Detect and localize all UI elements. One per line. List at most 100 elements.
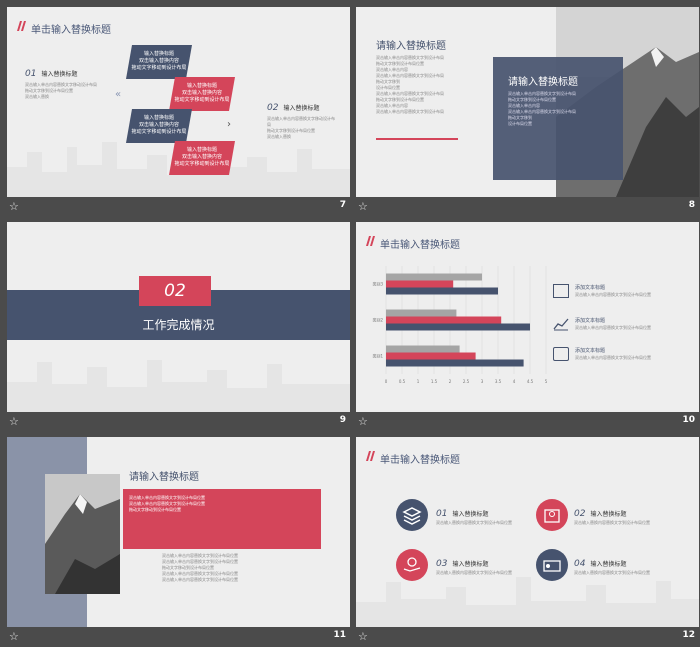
box-text: 双击输入单击内容替换文字到设计布局 拖动文字移到设计布局位置 双击输入单击内容 双击输… bbox=[508, 91, 576, 126]
slide-10[interactable]: 单击输入替换标题 0 0.5 1 1.5 2 2.5 3 3.5 4 4.5 5 类别1 类别2 类别3 … bbox=[356, 222, 699, 432]
slide-8[interactable]: 请输入替换标题 双击输入单击内容替换文字到设计布局 拖动文字移到设计布局位置 双击输… bbox=[356, 7, 699, 217]
body-text: 双击输入单击内容替换文字到设计布局位置 双击输入单击内容替换文字到设计布局位置 拖动… bbox=[162, 553, 238, 582]
slide-number: 12 bbox=[682, 630, 695, 640]
chevron-right-icon: › bbox=[227, 119, 231, 130]
slide-number: 10 bbox=[682, 415, 695, 425]
slide-12[interactable]: 单击输入替换标题 01 输入替换标题 双击输入替换内容替换文字到设计布局位置 0… bbox=[356, 437, 699, 647]
item-text: 双击输入单击内容替换文字移动设计布局 拖动文字移到设计布局位置 双击输入替换 bbox=[25, 82, 97, 99]
item-number: 02 bbox=[267, 103, 279, 113]
bar bbox=[386, 316, 502, 324]
slide-number: 7 bbox=[339, 200, 346, 210]
item-title: 输入替换标题 bbox=[452, 511, 489, 518]
item-title: 输入替换标题 bbox=[283, 105, 320, 112]
item-text: 双击输入单击内容替换文字移动设计布局 拖动文字移到设计布局位置 双击输入替换 bbox=[267, 116, 335, 139]
slide-footer: ☆ 7 bbox=[7, 197, 350, 217]
tick-label: 4 bbox=[513, 379, 516, 384]
tick-label: 3.5 bbox=[495, 379, 502, 384]
tick-label: 1.5 bbox=[431, 379, 438, 384]
slide-10-thumb[interactable]: 单击输入替换标题 0 0.5 1 1.5 2 2.5 3 3.5 4 4.5 5 类别1 类别2 类别3 … bbox=[356, 222, 699, 412]
category-label: 类别3 bbox=[372, 281, 383, 287]
slide-7-thumb[interactable]: 单击输入替换标题 01 输入替换标题 双击输入单击内容替换文字移动设计布局 拖动文… bbox=[7, 7, 350, 197]
item-title: 输入替换标题 bbox=[590, 561, 627, 568]
body-text: 双击输入单击内容替换文字到设计布局 拖动文字移到设计布局位置 双击输入单击内容 双击输… bbox=[376, 55, 444, 114]
highlight-box bbox=[123, 489, 321, 549]
location-icon bbox=[536, 499, 568, 531]
tick-label: 0.5 bbox=[399, 379, 406, 384]
slide-title: 单击输入替换标题 bbox=[380, 455, 460, 466]
item-title: 输入替换标题 bbox=[590, 511, 627, 518]
item-number: 01 bbox=[25, 69, 37, 79]
devices-icon bbox=[553, 347, 569, 361]
chevron-left-icon: « bbox=[115, 89, 122, 100]
bar bbox=[386, 309, 457, 317]
box-text: 输入替换标题 双击输入替换内容 拖动文字移动到设计布局 bbox=[174, 147, 230, 167]
skyline-decoration bbox=[7, 142, 350, 197]
radio-icon bbox=[536, 549, 568, 581]
section-number: 02 bbox=[139, 276, 211, 306]
slide-9[interactable]: 02 工作完成情况 ☆ 9 bbox=[7, 222, 350, 432]
bar bbox=[386, 287, 498, 295]
star-icon[interactable]: ☆ bbox=[9, 200, 19, 213]
item-text: 双击输入替换内容替换文字到设计布局位置 bbox=[574, 520, 650, 525]
item-text: 双击输入替换内容替换文字到设计布局位置 bbox=[574, 570, 650, 575]
title-mark-icon bbox=[366, 451, 375, 461]
title-mark-icon bbox=[17, 21, 26, 31]
bar bbox=[386, 352, 476, 360]
slide-11[interactable]: 请输入替换标题 双击输入单击内容替换文字到设计布局位置 双击输入单击内容替换文字到… bbox=[7, 437, 350, 647]
slide-footer: ☆ 11 bbox=[7, 627, 350, 647]
tick-label: 2.5 bbox=[463, 379, 470, 384]
skyline-decoration bbox=[7, 360, 350, 412]
accent-line bbox=[376, 138, 458, 140]
star-icon[interactable]: ☆ bbox=[9, 415, 19, 428]
layers-icon bbox=[396, 499, 428, 531]
item-title: 输入替换标题 bbox=[452, 561, 489, 568]
skyline-decoration bbox=[356, 577, 699, 627]
item-number: 04 bbox=[574, 559, 586, 569]
bar bbox=[386, 359, 524, 367]
slide-title: 请输入替换标题 bbox=[129, 472, 199, 483]
slide-number: 11 bbox=[333, 630, 346, 640]
item-number: 03 bbox=[436, 559, 448, 569]
tick-label: 5 bbox=[545, 379, 548, 384]
slide-number: 9 bbox=[339, 415, 346, 425]
tick-label: 4.5 bbox=[527, 379, 534, 384]
item-2: 02 输入替换标题 双击输入单击内容替换文字移动设计布局 拖动文字移到设计布局位置… bbox=[267, 95, 337, 140]
box-text: 输入替换标题 双击输入替换内容 拖动文字移动到设计布局 bbox=[131, 51, 187, 71]
feature-item-4: 04 输入替换标题 双击输入替换内容替换文字到设计布局位置 bbox=[574, 551, 654, 576]
mountain-photo bbox=[45, 474, 120, 594]
slide-11-thumb[interactable]: 请输入替换标题 双击输入单击内容替换文字到设计布局位置 双击输入单击内容替换文字到… bbox=[7, 437, 350, 627]
legend-title: 添加文本标题 bbox=[575, 318, 606, 324]
slide-9-thumb[interactable]: 02 工作完成情况 bbox=[7, 222, 350, 412]
highlight-text: 双击输入单击内容替换文字到设计布局位置 双击输入单击内容替换文字到设计布局位置 拖动… bbox=[129, 495, 205, 512]
bar bbox=[386, 345, 460, 353]
tick-label: 2 bbox=[449, 379, 452, 384]
star-icon[interactable]: ☆ bbox=[358, 415, 368, 428]
slide-12-thumb[interactable]: 单击输入替换标题 01 输入替换标题 双击输入替换内容替换文字到设计布局位置 0… bbox=[356, 437, 699, 627]
legend-text: 双击输入单击内容替换文字到设计布局位置 bbox=[575, 355, 651, 360]
item-number: 02 bbox=[574, 509, 586, 519]
star-icon[interactable]: ☆ bbox=[358, 630, 368, 643]
tick-label: 3 bbox=[481, 379, 484, 384]
tick-label: 1 bbox=[417, 379, 420, 384]
star-icon[interactable]: ☆ bbox=[9, 630, 19, 643]
item-number: 01 bbox=[436, 509, 448, 519]
bar bbox=[386, 323, 530, 331]
feature-item-3: 03 输入替换标题 双击输入替换内容替换文字到设计布局位置 bbox=[436, 551, 516, 576]
bar bbox=[386, 273, 482, 281]
star-icon[interactable]: ☆ bbox=[358, 200, 368, 213]
slide-title: 单击输入替换标题 bbox=[380, 240, 460, 251]
box-title: 请输入替换标题 bbox=[508, 77, 578, 88]
slide-footer: ☆ 12 bbox=[356, 627, 699, 647]
bar-chart: 0 0.5 1 1.5 2 2.5 3 3.5 4 4.5 5 类别1 类别2 类别3 bbox=[372, 266, 548, 384]
legend-title: 添加文本标题 bbox=[575, 348, 606, 354]
legend-text: 双击输入单击内容替换文字到设计布局位置 bbox=[575, 325, 651, 330]
item-title: 输入替换标题 bbox=[41, 71, 78, 78]
category-label: 类别1 bbox=[372, 353, 383, 359]
slide-8-thumb[interactable]: 请输入替换标题 双击输入单击内容替换文字到设计布局 拖动文字移到设计布局位置 双击输… bbox=[356, 7, 699, 197]
money-hand-icon bbox=[396, 549, 428, 581]
growth-chart-icon bbox=[553, 318, 569, 331]
slide-7[interactable]: 单击输入替换标题 01 输入替换标题 双击输入单击内容替换文字移动设计布局 拖动文… bbox=[7, 7, 350, 217]
legend-text: 双击输入单击内容替换文字到设计布局位置 bbox=[575, 292, 651, 297]
item-text: 双击输入替换内容替换文字到设计布局位置 bbox=[436, 570, 512, 575]
